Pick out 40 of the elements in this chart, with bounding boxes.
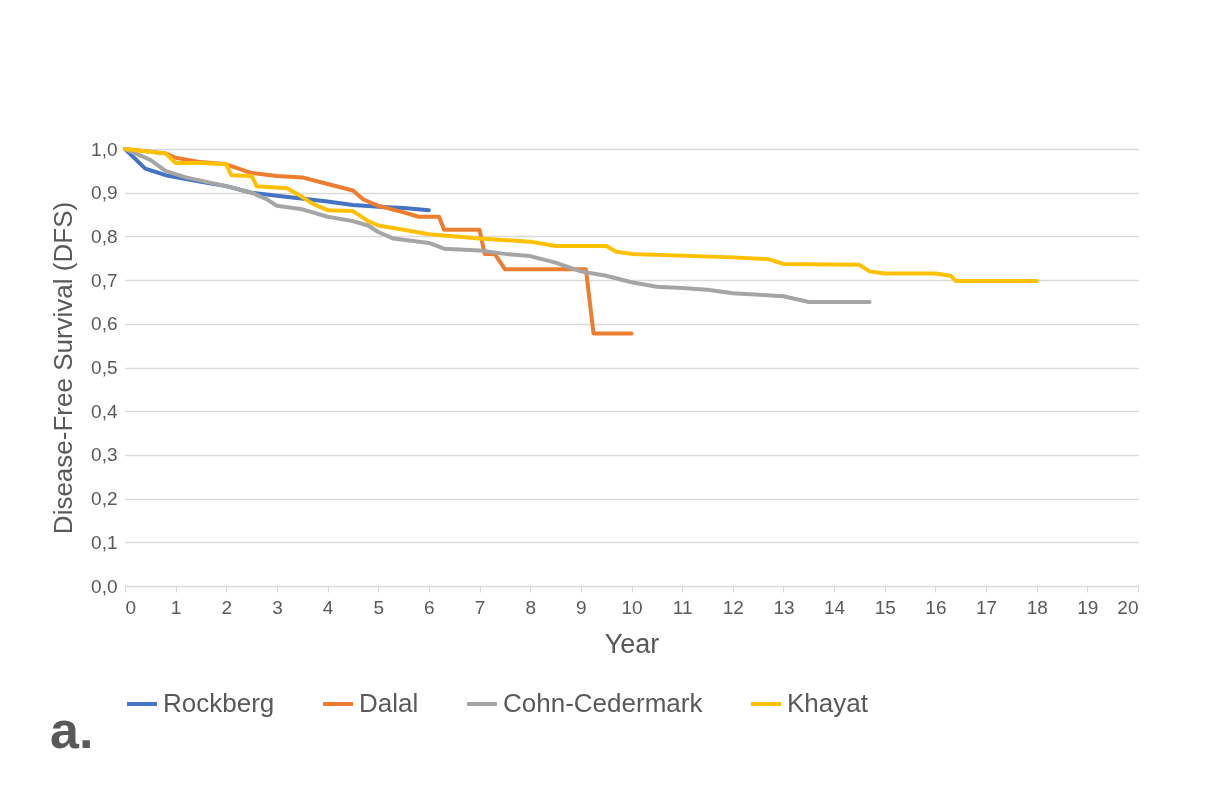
x-tick-label: 15 bbox=[874, 596, 896, 618]
legend-label: Dalal bbox=[359, 688, 419, 718]
x-tick-label: 7 bbox=[474, 596, 486, 618]
y-tick-label: 0,4 bbox=[91, 400, 118, 422]
y-tick-label: 0,8 bbox=[91, 225, 118, 247]
y-tick-label: 0,2 bbox=[91, 488, 118, 510]
x-tick-label: 6 bbox=[424, 596, 435, 618]
text: a. bbox=[50, 700, 94, 760]
x-tick-label: 20 bbox=[1117, 596, 1139, 618]
y-tick-label: 0,5 bbox=[91, 357, 118, 378]
x-tick-label: 3 bbox=[272, 596, 283, 618]
y-tick-label: 0,9 bbox=[91, 182, 118, 204]
x-tick-label: 18 bbox=[1026, 596, 1048, 618]
y-axis-title: Disease-Free Survival (DFS) bbox=[48, 201, 79, 535]
x-tick-label: 8 bbox=[525, 596, 536, 618]
x-tick-label: 10 bbox=[621, 596, 643, 618]
x-tick-label: 9 bbox=[576, 596, 587, 618]
legend-label: Cohn-Cedermark bbox=[503, 688, 704, 718]
x-tick-label: 17 bbox=[975, 596, 998, 618]
x-tick-label: 12 bbox=[722, 596, 744, 618]
x-tick-label: 19 bbox=[1077, 596, 1099, 618]
y-tick-label: 0,6 bbox=[91, 313, 118, 335]
y-tick-label: 0,0 bbox=[91, 575, 118, 597]
x-axis-title: Year bbox=[604, 628, 660, 659]
x-tick-label: 13 bbox=[773, 596, 795, 618]
line-series bbox=[123, 147, 1039, 283]
y-tick-label: 1,0 bbox=[91, 138, 118, 160]
y-tick-label: 0,1 bbox=[91, 531, 118, 553]
x-tick-label: 2 bbox=[221, 596, 233, 618]
x-tick-label: 1 bbox=[170, 596, 182, 618]
x-tick-label: 14 bbox=[824, 596, 846, 618]
legend-label: Khayat bbox=[787, 688, 869, 718]
x-tick-label: 4 bbox=[322, 596, 334, 618]
y-tick-label: 0,3 bbox=[91, 444, 118, 466]
legend-label: Rockberg bbox=[163, 688, 275, 718]
x-tick-label: 0 bbox=[125, 596, 137, 618]
x-tick-label: 5 bbox=[373, 596, 385, 618]
y-tick-label: 0,7 bbox=[91, 269, 118, 291]
x-tick-label: 11 bbox=[672, 596, 693, 618]
x-tick-label: 16 bbox=[925, 596, 947, 618]
